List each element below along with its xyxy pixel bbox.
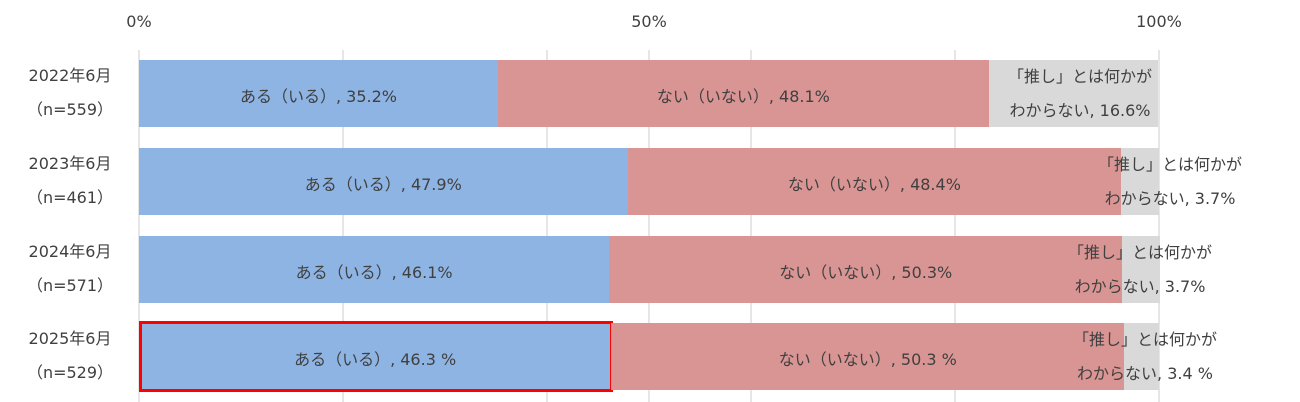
x-tick-label: 0% [126,12,152,31]
category-date: 2024年6月 [28,242,112,261]
data-label-line: わからない, 3.4 % [1077,363,1213,383]
bar-segment [627,148,1122,215]
data-label: 「推し」とは何かが わからない, 16.6% [1008,60,1152,128]
data-label: 「推し」とは何かが わからない, 3.7% [1068,236,1212,304]
bar-segment [139,236,610,303]
x-tick-label: 100% [1136,12,1182,31]
data-label: ある（いる）, 47.9% [304,174,462,194]
bar-segment [1122,236,1160,303]
category-date: 2022年6月 [28,66,112,85]
data-label: ない（いない）, 48.4% [787,174,961,194]
gridline [648,50,650,402]
data-label: 「推し」とは何かが わからない, 3.7% [1098,148,1242,216]
category-date: 2025年6月 [28,329,112,348]
data-label: ある（いる）, 46.3 % [294,349,457,369]
bar-segment [1124,323,1159,390]
data-label-line: 「推し」とは何かが [1067,242,1213,262]
category-n: （n=461） [26,188,114,207]
bar-segment [609,236,1123,303]
data-label-line: 「推し」とは何かが [1072,329,1218,349]
gridline [1158,50,1160,402]
category-n: （n=559） [26,100,114,119]
category-n: （n=571） [26,276,114,295]
category-label: 2025年6月 （n=529） [10,322,130,390]
category-n: （n=529） [26,363,114,382]
category-label: 2024年6月 （n=571） [10,235,130,303]
data-label-line: 「推し」とは何かが [1097,154,1243,174]
data-label: ある（いる）, 35.2% [240,86,398,106]
data-label-line: わからない, 3.7% [1104,188,1236,208]
highlight-box [139,321,614,392]
data-label: ある（いる）, 46.1% [295,262,453,282]
category-date: 2023年6月 [28,154,112,173]
bar-segment [139,323,612,390]
gridline [342,50,344,402]
bar-segment [1121,148,1159,215]
bar-segment [139,60,499,127]
bar-segment [611,323,1125,390]
gridline [138,50,140,402]
data-label: ない（いない）, 50.3% [779,262,953,282]
data-label: 「推し」とは何かが わからない, 3.4 % [1073,323,1217,391]
category-label: 2023年6月 （n=461） [10,147,130,215]
data-label-line: わからない, 3.7% [1074,276,1206,296]
bar-segment [139,148,628,215]
data-label-line: 「推し」とは何かが [1007,66,1153,86]
gridline [546,50,548,402]
data-label: ない（いない）, 48.1% [656,86,830,106]
gridline [750,50,752,402]
category-label: 2022年6月 （n=559） [10,59,130,127]
bar-segment [988,60,1158,127]
data-label: ない（いない）, 50.3 % [778,349,957,369]
data-label-line: わからない, 16.6% [1009,100,1151,120]
x-tick-label: 50% [631,12,667,31]
bar-segment [498,60,989,127]
gridline [954,50,956,402]
